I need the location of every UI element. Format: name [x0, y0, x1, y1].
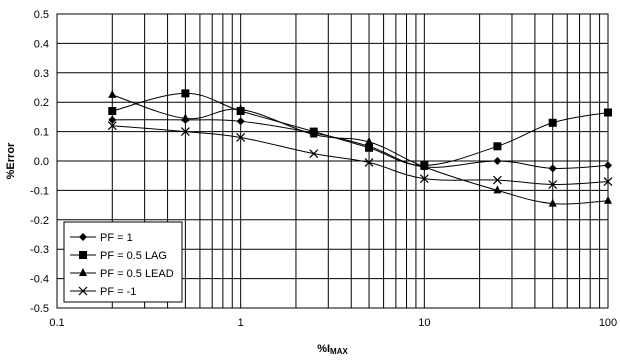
x-marker-stroke	[419, 174, 429, 184]
legend-item: PF = -1	[70, 286, 136, 298]
plot-frame	[56, 13, 609, 309]
series-line	[112, 125, 609, 186]
legend-label: PF = 0.5 LEAD	[100, 268, 174, 280]
x-marker-stroke	[180, 127, 190, 137]
y-tick-label: 0.3	[34, 68, 49, 80]
square-point	[493, 142, 502, 151]
legend-label: PF = 0.5 LAG	[100, 250, 167, 262]
x-tick-label: 0.1	[49, 317, 64, 329]
diamond-point	[604, 161, 612, 170]
square-point	[108, 107, 117, 116]
triangle-point	[309, 129, 318, 138]
x-marker-stroke	[236, 133, 246, 142]
triangle-point	[365, 136, 374, 145]
series-line	[112, 92, 609, 166]
series-triangle	[108, 89, 612, 207]
diamond-point	[493, 157, 502, 165]
legend-x-marker	[78, 286, 88, 296]
x-tick-label: 1	[238, 317, 244, 329]
y-tick-label: 0.4	[34, 38, 49, 50]
axes: -0.5 -0.4 -0.3 -0.2 -0.1 0.0 0.1 0.2 0.3 0.4 0.5 0.…	[30, 9, 617, 329]
x-axis-title-subscript: MAX	[330, 347, 348, 356]
x-point	[364, 158, 374, 167]
x-marker-stroke	[603, 177, 613, 187]
legend: PF = 1 PF = 0.5 LAG PF = 0.5 LEAD PF = -1	[63, 221, 183, 303]
legend-item: PF = 1	[70, 232, 133, 244]
series-diamond	[108, 115, 612, 173]
legend-triangle-marker	[79, 268, 87, 276]
x-tick-label: 100	[599, 317, 617, 329]
legend-label: PF = -1	[100, 286, 136, 298]
x-tick-label: 10	[418, 317, 430, 329]
x-point	[603, 177, 613, 187]
square-point	[604, 108, 612, 117]
x-marker-stroke	[78, 286, 88, 296]
square-point	[365, 143, 374, 152]
x-axis-title: %IMAX	[317, 343, 348, 356]
legend-square-marker	[79, 251, 87, 259]
triangle-point	[548, 198, 557, 207]
square-point	[548, 118, 557, 127]
legend-item: PF = 0.5 LEAD	[70, 268, 174, 280]
y-tick-label: -0.4	[30, 274, 49, 286]
diamond-point	[548, 164, 557, 173]
legend-item: PF = 0.5 LAG	[70, 250, 167, 262]
y-tick-label: -0.2	[30, 215, 49, 227]
x-marker-stroke	[548, 180, 558, 189]
diamond-point	[236, 117, 245, 126]
triangle-point	[108, 89, 117, 98]
x-point	[419, 174, 429, 184]
series-x	[107, 121, 613, 189]
triangle-point	[420, 161, 429, 170]
y-tick-label: 0.5	[34, 9, 49, 21]
y-tick-label: -0.3	[30, 244, 49, 256]
triangle-point	[236, 104, 245, 113]
x-point	[236, 133, 246, 142]
series-layer	[107, 89, 613, 207]
x-point	[180, 127, 190, 137]
square-point	[181, 89, 190, 98]
triangle-point	[604, 195, 612, 204]
x-point	[309, 149, 319, 159]
triangle-point	[181, 113, 190, 122]
x-point	[492, 175, 502, 185]
x-marker-stroke	[107, 121, 117, 131]
x-marker-stroke	[492, 175, 502, 185]
diamond-point	[108, 115, 117, 124]
x-marker-stroke	[364, 158, 374, 167]
legend-diamond-marker	[79, 233, 87, 241]
y-tick-label: 0.2	[34, 97, 49, 109]
y-tick-label: -0.1	[30, 185, 49, 197]
x-point	[548, 180, 558, 189]
y-axis-title: %Error	[5, 142, 17, 179]
triangle-point	[493, 185, 502, 194]
y-tick-label: 0.1	[34, 127, 49, 139]
x-point	[107, 121, 117, 131]
legend-label: PF = 1	[100, 232, 133, 244]
y-tick-label: -0.5	[30, 303, 49, 315]
series-line	[112, 94, 609, 205]
x-axis-title-main: %I	[317, 343, 330, 355]
x-marker-stroke	[309, 149, 319, 159]
y-tick-label: 0.0	[34, 156, 49, 168]
